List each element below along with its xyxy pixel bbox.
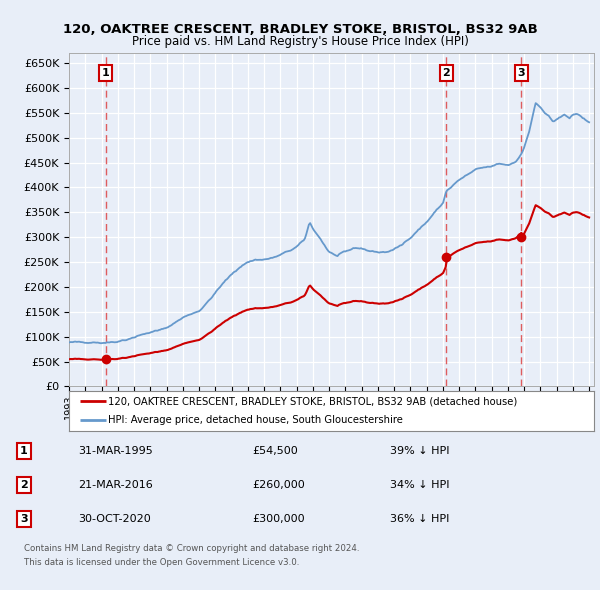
Text: 21-MAR-2016: 21-MAR-2016 <box>78 480 153 490</box>
Text: 120, OAKTREE CRESCENT, BRADLEY STOKE, BRISTOL, BS32 9AB (detached house): 120, OAKTREE CRESCENT, BRADLEY STOKE, BR… <box>109 396 518 406</box>
Text: £300,000: £300,000 <box>252 514 305 524</box>
Text: 2: 2 <box>443 68 450 78</box>
Text: 1: 1 <box>20 446 28 455</box>
Text: Contains HM Land Registry data © Crown copyright and database right 2024.: Contains HM Land Registry data © Crown c… <box>24 543 359 553</box>
Text: £54,500: £54,500 <box>252 446 298 455</box>
Text: 31-MAR-1995: 31-MAR-1995 <box>78 446 153 455</box>
Text: 2: 2 <box>20 480 28 490</box>
Text: 36% ↓ HPI: 36% ↓ HPI <box>390 514 449 524</box>
Text: 3: 3 <box>518 68 525 78</box>
Text: HPI: Average price, detached house, South Gloucestershire: HPI: Average price, detached house, Sout… <box>109 415 403 425</box>
Text: 120, OAKTREE CRESCENT, BRADLEY STOKE, BRISTOL, BS32 9AB: 120, OAKTREE CRESCENT, BRADLEY STOKE, BR… <box>62 23 538 36</box>
Text: £260,000: £260,000 <box>252 480 305 490</box>
Text: 39% ↓ HPI: 39% ↓ HPI <box>390 446 449 455</box>
Text: 1: 1 <box>101 68 109 78</box>
Text: 30-OCT-2020: 30-OCT-2020 <box>78 514 151 524</box>
Text: 34% ↓ HPI: 34% ↓ HPI <box>390 480 449 490</box>
Text: This data is licensed under the Open Government Licence v3.0.: This data is licensed under the Open Gov… <box>24 558 299 568</box>
Text: Price paid vs. HM Land Registry's House Price Index (HPI): Price paid vs. HM Land Registry's House … <box>131 35 469 48</box>
Text: 3: 3 <box>20 514 28 524</box>
